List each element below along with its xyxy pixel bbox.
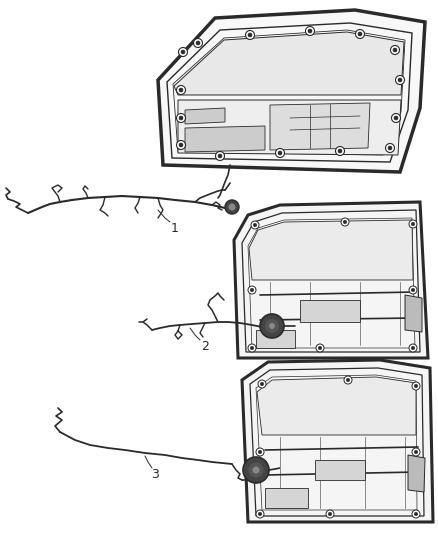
Circle shape xyxy=(179,88,183,92)
Circle shape xyxy=(276,149,285,157)
Circle shape xyxy=(177,114,186,123)
Circle shape xyxy=(356,29,364,38)
Circle shape xyxy=(246,30,254,39)
Circle shape xyxy=(414,450,418,454)
Circle shape xyxy=(338,149,342,153)
Circle shape xyxy=(393,48,397,52)
Circle shape xyxy=(411,222,415,226)
Circle shape xyxy=(411,288,415,292)
Circle shape xyxy=(250,346,254,350)
Circle shape xyxy=(358,32,362,36)
Circle shape xyxy=(248,33,252,37)
Polygon shape xyxy=(408,455,425,492)
Circle shape xyxy=(248,286,256,294)
Circle shape xyxy=(218,154,222,158)
Circle shape xyxy=(181,50,185,54)
Circle shape xyxy=(258,380,266,388)
Polygon shape xyxy=(185,126,265,152)
Circle shape xyxy=(215,151,225,160)
Circle shape xyxy=(414,384,418,388)
Circle shape xyxy=(412,510,420,518)
Circle shape xyxy=(308,29,312,33)
Polygon shape xyxy=(234,202,428,358)
Circle shape xyxy=(248,344,256,352)
Circle shape xyxy=(229,204,236,211)
Circle shape xyxy=(278,151,282,155)
Circle shape xyxy=(251,221,259,229)
Circle shape xyxy=(344,376,352,384)
Text: 3: 3 xyxy=(151,468,159,481)
Circle shape xyxy=(391,45,399,54)
Circle shape xyxy=(179,116,183,120)
Circle shape xyxy=(409,344,417,352)
Circle shape xyxy=(336,147,345,156)
Circle shape xyxy=(409,286,417,294)
Circle shape xyxy=(392,114,400,123)
Circle shape xyxy=(414,512,418,516)
Circle shape xyxy=(225,200,239,214)
Polygon shape xyxy=(178,100,401,155)
Polygon shape xyxy=(256,330,295,348)
Circle shape xyxy=(194,38,202,47)
Text: 1: 1 xyxy=(171,222,179,235)
Polygon shape xyxy=(265,488,308,508)
Circle shape xyxy=(256,448,264,456)
Circle shape xyxy=(388,146,392,150)
Text: 2: 2 xyxy=(201,340,209,353)
Circle shape xyxy=(394,116,398,120)
Circle shape xyxy=(243,457,269,483)
Circle shape xyxy=(177,141,186,149)
Polygon shape xyxy=(270,103,370,150)
Circle shape xyxy=(179,143,183,147)
Circle shape xyxy=(260,314,284,338)
Polygon shape xyxy=(405,295,422,332)
Circle shape xyxy=(412,382,420,390)
Circle shape xyxy=(318,346,322,350)
Circle shape xyxy=(196,41,200,45)
Polygon shape xyxy=(315,460,365,480)
Circle shape xyxy=(326,510,334,518)
Circle shape xyxy=(258,450,262,454)
Circle shape xyxy=(177,85,186,94)
Polygon shape xyxy=(249,220,413,280)
Polygon shape xyxy=(158,10,425,172)
Circle shape xyxy=(411,346,415,350)
Circle shape xyxy=(252,466,259,473)
Circle shape xyxy=(346,378,350,382)
Polygon shape xyxy=(242,360,433,522)
Polygon shape xyxy=(257,377,416,435)
Circle shape xyxy=(412,448,420,456)
Circle shape xyxy=(341,218,349,226)
Circle shape xyxy=(265,319,279,333)
Circle shape xyxy=(256,510,264,518)
Circle shape xyxy=(396,76,405,85)
Circle shape xyxy=(305,27,314,36)
Circle shape xyxy=(269,323,275,329)
Circle shape xyxy=(328,512,332,516)
Polygon shape xyxy=(185,108,225,124)
Circle shape xyxy=(385,143,395,152)
Circle shape xyxy=(250,288,254,292)
Circle shape xyxy=(258,512,262,516)
Circle shape xyxy=(398,78,402,82)
Circle shape xyxy=(316,344,324,352)
Circle shape xyxy=(343,220,347,224)
Circle shape xyxy=(248,463,264,478)
Circle shape xyxy=(253,223,257,227)
Circle shape xyxy=(179,47,187,56)
Circle shape xyxy=(260,382,264,386)
Polygon shape xyxy=(174,32,404,95)
Circle shape xyxy=(409,220,417,228)
Polygon shape xyxy=(300,300,360,322)
